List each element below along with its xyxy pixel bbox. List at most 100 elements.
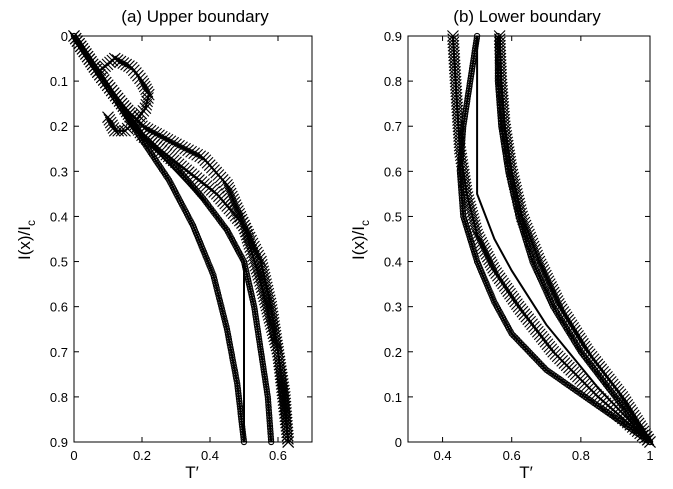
data-point-x: [476, 239, 489, 252]
data-point-circle: [524, 347, 532, 354]
data-point-circle: [535, 359, 543, 366]
series-4-line: [73, 35, 290, 443]
data-point-x: [495, 275, 508, 287]
data-point-x: [546, 283, 559, 296]
data-point-x: [232, 205, 244, 217]
xtick-label: 0.6: [269, 448, 287, 463]
data-point-x: [138, 121, 151, 134]
ytick-label: 0.1: [50, 74, 68, 89]
data-point-x: [626, 406, 638, 419]
data-point-circle: [521, 343, 528, 351]
data-point-x: [222, 181, 235, 194]
xtick-label: 0.6: [503, 448, 521, 463]
xtick-label: 1: [646, 448, 653, 463]
data-point-x: [562, 314, 575, 326]
series-2-line: [451, 35, 651, 443]
data-point-x: [161, 133, 174, 146]
data-point-x: [107, 122, 120, 134]
data-point-x: [534, 258, 547, 271]
data-point-x: [138, 80, 151, 93]
data-point-x: [521, 225, 534, 238]
panel-b-axes-frame: [407, 35, 651, 443]
series-4-markers: [68, 30, 295, 448]
data-point-x: [479, 245, 492, 258]
panel-a-ylabel: I(x)/Ic: [15, 220, 38, 260]
data-point-x: [484, 256, 497, 269]
data-point-x: [235, 213, 248, 226]
data-point-x: [517, 213, 530, 226]
data-point-x: [518, 216, 531, 229]
data-point-x: [150, 127, 163, 140]
data-point-x: [512, 300, 525, 313]
data-point-x: [511, 298, 523, 310]
data-point-x: [81, 50, 94, 63]
data-point-x: [224, 187, 237, 200]
data-point-x: [642, 433, 655, 446]
data-point-x: [136, 75, 148, 88]
xtick-label: 0.4: [201, 448, 219, 463]
data-point-x: [581, 345, 594, 358]
series-0-line: [476, 36, 651, 443]
series-5-markers: [91, 52, 155, 137]
data-point-x: [505, 290, 518, 303]
data-point-x: [142, 88, 155, 101]
data-point-x: [176, 141, 188, 154]
data-point-x: [542, 275, 555, 288]
data-point-x: [519, 219, 532, 232]
data-point-x: [527, 240, 540, 253]
data-point-x: [477, 242, 490, 255]
data-point-x: [491, 269, 504, 282]
data-point-circle: [534, 357, 541, 364]
data-point-x: [545, 281, 557, 293]
data-point-x: [108, 52, 121, 65]
panel-lower-boundary: (b) Lower boundary T′ I(x)/Ic 0.4 0.6 0.8 1…: [349, 7, 656, 482]
data-point-x: [551, 295, 564, 307]
data-point-x: [497, 277, 509, 290]
panel-a-title: (a) Upper boundary: [121, 7, 269, 26]
data-point-x: [502, 285, 515, 298]
xtick-label: 0.4: [434, 448, 452, 463]
data-point-circle: [515, 338, 523, 345]
ytick-label: 0.2: [50, 119, 68, 134]
xtick-label: 0.2: [133, 448, 151, 463]
data-point-x: [627, 409, 640, 422]
data-point-x: [78, 45, 91, 58]
data-point-circle: [196, 191, 203, 198]
data-point-x: [80, 48, 92, 60]
data-point-x: [578, 340, 591, 353]
data-point-x: [554, 300, 567, 313]
data-point-x: [194, 150, 207, 163]
series-0-line: [73, 35, 245, 442]
data-point-x: [629, 412, 642, 425]
data-point-x: [69, 32, 82, 45]
data-point-x: [483, 253, 495, 266]
data-point-x: [73, 37, 85, 50]
series-2-markers: [68, 30, 295, 448]
data-point-circle: [510, 332, 517, 339]
data-point-x: [473, 234, 486, 246]
data-point-x: [228, 196, 241, 209]
data-point-x: [528, 243, 541, 256]
data-point-x: [634, 420, 647, 432]
data-point-x: [532, 252, 545, 265]
data-point-circle: [514, 336, 521, 343]
data-point-circle: [541, 364, 548, 372]
ytick-label: 0.9: [50, 435, 68, 450]
data-point-x: [580, 343, 593, 356]
data-point-x: [560, 311, 573, 324]
data-point-circle: [517, 340, 524, 347]
data-point-x: [103, 114, 116, 126]
data-point-x: [524, 231, 537, 244]
svg-text:I(x)/Ic: I(x)/Ic: [349, 220, 372, 260]
data-point-x: [567, 322, 580, 334]
data-point-x: [136, 120, 148, 133]
panel-b-ylabel: I(x)/Ic: [349, 220, 372, 260]
data-point-x: [490, 267, 503, 280]
data-point-x: [188, 147, 201, 160]
data-point-x: [141, 95, 153, 108]
series-2-markers: [447, 30, 656, 448]
data-point-x: [120, 58, 133, 71]
data-point-x: [164, 135, 177, 148]
data-point-x: [234, 210, 247, 223]
data-point-x: [525, 234, 538, 247]
